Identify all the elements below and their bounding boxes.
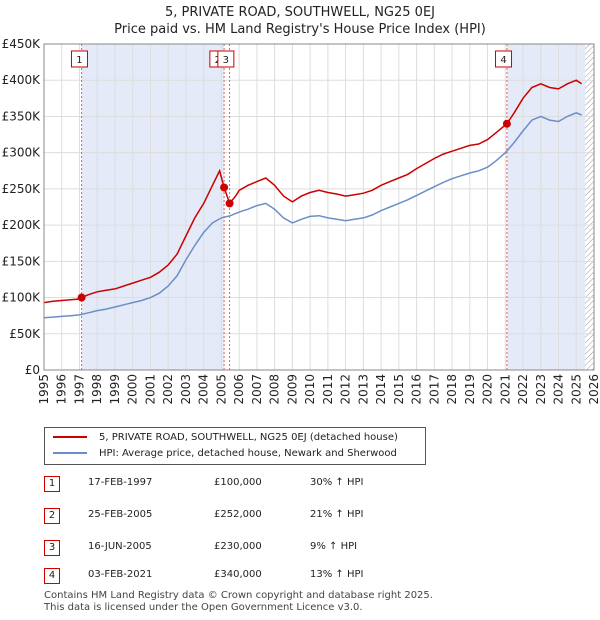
plot-frame <box>43 43 595 371</box>
legend-item-hpi: HPI: Average price, detached house, Newa… <box>53 447 397 461</box>
legend: 5, PRIVATE ROAD, SOUTHWELL, NG25 0EJ (de… <box>44 427 426 465</box>
x-tick-label: 2014 <box>374 374 388 405</box>
transaction-price: £252,000 <box>214 509 262 520</box>
x-tick-label: 2004 <box>197 374 211 405</box>
x-tick-label: 1996 <box>55 374 69 405</box>
x-tick-label: 2019 <box>463 374 477 405</box>
y-tick-label: £250K <box>2 182 42 196</box>
x-tick-label: 2001 <box>143 374 157 405</box>
y-tick-label: £100K <box>2 291 42 305</box>
ownership-shade <box>81 44 225 370</box>
sale-badge-box <box>70 50 88 68</box>
legend-swatch-price <box>53 436 87 438</box>
y-tick-label: £400K <box>2 73 42 87</box>
sale-point <box>225 199 234 208</box>
y-tick-label: £450K <box>2 37 42 51</box>
y-tick-label: £200K <box>2 218 42 232</box>
transaction-date: 17-FEB-1997 <box>88 477 153 488</box>
x-tick-label: 2025 <box>569 374 583 405</box>
hpi-line <box>43 111 582 319</box>
sale-badge-label: 1 <box>76 55 82 66</box>
x-tick-label: 2024 <box>552 374 566 405</box>
legend-item-price: 5, PRIVATE ROAD, SOUTHWELL, NG25 0EJ (de… <box>53 431 398 445</box>
price-paid-line <box>43 79 583 304</box>
legend-swatch-hpi <box>53 452 87 454</box>
transaction-number: 2 <box>44 508 60 524</box>
x-tick-label: 2011 <box>321 374 335 405</box>
x-tick-label: 2010 <box>303 374 317 405</box>
transaction-date: 25-FEB-2005 <box>88 509 153 520</box>
transaction-number: 3 <box>44 540 60 556</box>
y-tick-label: £150K <box>2 254 42 268</box>
transaction-row: 2 25-FEB-2005 £252,000 21% ↑ HPI <box>44 508 444 526</box>
x-tick-label: 2023 <box>534 374 548 405</box>
sale-point <box>220 183 229 192</box>
x-tick-label: 2008 <box>268 374 282 405</box>
chart-title: 5, PRIVATE ROAD, SOUTHWELL, NG25 0EJ <box>165 5 435 20</box>
x-tick-label: 2015 <box>392 374 406 405</box>
x-tick-label: 2022 <box>516 374 530 405</box>
x-tick-label: 2000 <box>126 374 140 405</box>
sale-badge-box <box>217 50 235 68</box>
chart-subtitle: Price paid vs. HM Land Registry's House … <box>114 22 486 37</box>
x-tick-label: 2003 <box>179 374 193 405</box>
x-tick-label: 2007 <box>250 374 264 405</box>
y-tick-label: £350K <box>2 109 42 123</box>
transaction-row: 3 16-JUN-2005 £230,000 9% ↑ HPI <box>44 540 444 558</box>
transaction-price: £340,000 <box>214 569 262 580</box>
x-tick-label: 2012 <box>339 374 353 405</box>
legend-label-hpi: HPI: Average price, detached house, Newa… <box>99 448 397 459</box>
transaction-hpi: 21% ↑ HPI <box>310 509 364 520</box>
transaction-price: £100,000 <box>214 477 262 488</box>
price-chart: 5, PRIVATE ROAD, SOUTHWELL, NG25 0EJ Pri… <box>2 5 600 405</box>
sale-badge-label: 3 <box>223 55 229 66</box>
y-tick-label: £300K <box>2 146 42 160</box>
x-tick-label: 1997 <box>72 374 86 405</box>
transaction-number: 4 <box>44 568 60 584</box>
x-tick-label: 2016 <box>410 374 424 405</box>
transaction-hpi: 13% ↑ HPI <box>310 569 364 580</box>
x-tick-label: 2013 <box>356 374 370 405</box>
transaction-row: 4 03-FEB-2021 £340,000 13% ↑ HPI <box>44 568 444 586</box>
transaction-price: £230,000 <box>214 541 262 552</box>
transaction-date: 16-JUN-2005 <box>88 541 152 552</box>
ownership-shade <box>506 44 586 370</box>
footer-copyright: Contains HM Land Registry data © Crown c… <box>44 590 433 601</box>
x-tick-label: 1999 <box>108 374 122 405</box>
sale-badge-box <box>495 50 513 68</box>
x-tick-label: 2026 <box>587 374 600 405</box>
transaction-hpi: 30% ↑ HPI <box>310 477 364 488</box>
y-tick-label: £0 <box>25 363 40 377</box>
transaction-hpi: 9% ↑ HPI <box>310 541 358 552</box>
x-tick-label: 2006 <box>232 374 246 405</box>
transaction-date: 03-FEB-2021 <box>88 569 153 580</box>
x-tick-label: 2009 <box>285 374 299 405</box>
transaction-row: 1 17-FEB-1997 £100,000 30% ↑ HPI <box>44 476 444 494</box>
x-tick-label: 2017 <box>427 374 441 405</box>
sale-badge-label: 4 <box>500 55 506 66</box>
y-tick-label: £50K <box>9 327 41 341</box>
x-tick-label: 2002 <box>161 374 175 405</box>
sale-point <box>502 119 511 128</box>
x-tick-label: 2020 <box>481 374 495 405</box>
x-tick-label: 1995 <box>37 374 51 405</box>
footer-licence: This data is licensed under the Open Gov… <box>44 602 363 613</box>
forecast-hatch <box>585 44 594 370</box>
x-tick-label: 2005 <box>214 374 228 405</box>
x-tick-label: 1998 <box>90 374 104 405</box>
sale-point <box>77 293 86 302</box>
legend-label-price: 5, PRIVATE ROAD, SOUTHWELL, NG25 0EJ (de… <box>99 432 398 443</box>
transaction-number: 1 <box>44 476 60 492</box>
x-tick-label: 2018 <box>445 374 459 405</box>
x-tick-label: 2021 <box>498 374 512 405</box>
